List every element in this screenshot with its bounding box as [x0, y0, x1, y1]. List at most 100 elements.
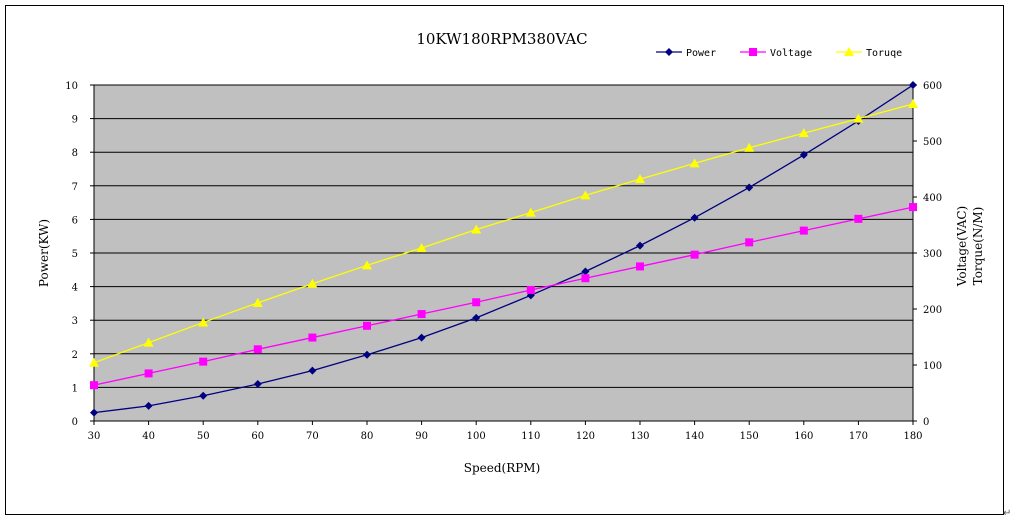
data-point-toruqe	[798, 128, 809, 138]
return-mark: ↵	[1003, 508, 1012, 519]
data-point-voltage	[581, 274, 590, 283]
data-point-voltage	[690, 250, 699, 259]
data-point-voltage	[199, 357, 208, 366]
data-point-power	[581, 267, 590, 276]
data-point-power	[636, 241, 644, 250]
data-point-power	[472, 313, 481, 322]
legend-marker-toruqe	[844, 47, 854, 56]
data-point-power	[417, 333, 426, 342]
x-tick-label: 140	[685, 431, 704, 442]
y-tick-label-left: 7	[72, 182, 78, 193]
series-line-voltage	[93, 206, 914, 386]
x-tick-label: 30	[88, 431, 101, 442]
y-tick-label-left: 5	[72, 249, 78, 260]
x-tick-label: 70	[306, 431, 319, 442]
chart-frame	[5, 5, 1004, 515]
x-tick-label: 100	[467, 431, 486, 442]
x-tick-label: 90	[415, 431, 428, 442]
data-point-power	[799, 150, 808, 159]
y-axis-label-right-voltage: Voltage(VAC)	[955, 206, 969, 287]
x-tick-label: 170	[849, 431, 868, 442]
data-point-toruqe	[143, 337, 154, 347]
data-point-voltage	[854, 214, 863, 223]
data-point-voltage	[253, 345, 262, 354]
y-tick-label-left: 1	[72, 383, 78, 394]
data-point-voltage	[417, 310, 426, 319]
y-tick-label-right: 400	[923, 193, 942, 204]
x-tick-label: 40	[142, 431, 155, 442]
data-point-toruqe	[853, 113, 864, 123]
data-point-power	[253, 380, 262, 389]
data-point-power	[363, 350, 371, 359]
data-point-toruqe	[416, 242, 427, 252]
data-point-voltage	[799, 226, 808, 235]
data-point-power	[199, 391, 208, 400]
y-tick-label-left: 9	[72, 115, 78, 126]
data-point-power	[144, 401, 153, 410]
data-point-voltage	[308, 333, 317, 342]
y-tick-label-left: 0	[72, 417, 78, 428]
data-point-toruqe	[635, 174, 645, 184]
data-point-voltage	[472, 298, 481, 307]
series-layer	[89, 81, 918, 417]
x-tick-label: 80	[361, 431, 374, 442]
x-tick-label: 160	[794, 431, 813, 442]
data-point-power	[745, 183, 754, 192]
y-tick-label-left: 3	[72, 316, 78, 327]
y-tick-label-right: 200	[923, 305, 942, 316]
data-point-toruqe	[252, 297, 263, 307]
data-point-toruqe	[689, 158, 700, 168]
y-tick-label-right: 300	[923, 249, 942, 260]
x-tick-label: 60	[251, 431, 264, 442]
y-tick-label-right: 600	[923, 81, 942, 92]
x-tick-label: 180	[903, 431, 922, 442]
data-point-toruqe	[307, 278, 318, 288]
data-point-toruqe	[525, 207, 536, 217]
data-point-voltage	[636, 262, 644, 271]
y-tick-label-left: 10	[65, 81, 78, 92]
y-tick-label-left: 2	[72, 350, 78, 361]
x-tick-label: 130	[630, 431, 649, 442]
data-point-voltage	[363, 321, 371, 330]
y-tick-label-right: 500	[923, 137, 942, 148]
data-point-voltage	[526, 285, 535, 294]
legend-label-power: Power	[686, 48, 716, 59]
data-point-voltage	[909, 203, 917, 212]
data-point-toruqe	[744, 142, 755, 152]
data-point-voltage	[144, 369, 153, 378]
data-point-power	[90, 408, 98, 417]
legend-marker-voltage	[749, 48, 757, 56]
legend-label-voltage: Voltage	[770, 48, 812, 59]
y-tick-label-left: 6	[72, 215, 78, 226]
data-point-toruqe	[362, 260, 372, 270]
series-line-power	[93, 84, 914, 414]
data-point-toruqe	[908, 99, 918, 109]
data-point-power	[308, 366, 317, 375]
data-point-voltage	[90, 381, 98, 390]
x-tick-label: 110	[521, 431, 540, 442]
data-point-toruqe	[471, 224, 482, 234]
data-point-power	[690, 213, 699, 222]
legend: Power Voltage Toruqe	[656, 47, 902, 59]
data-point-voltage	[745, 238, 754, 247]
gridlines	[94, 84, 913, 422]
data-point-toruqe	[89, 357, 99, 367]
y-axis-label-right-torque: Torque(N/M)	[971, 207, 985, 286]
x-tick-label: 50	[197, 431, 210, 442]
x-tick-label: 120	[576, 431, 595, 442]
y-tick-label-left: 8	[72, 148, 78, 159]
x-axis-label: Speed(RPM)	[464, 461, 541, 475]
data-point-power	[909, 81, 917, 89]
y-tick-label-left: 4	[72, 283, 78, 294]
y-axis-label-left: Power(KW)	[37, 219, 51, 287]
data-point-toruqe	[198, 317, 209, 327]
chart-title: 10KW180RPM380VAC	[416, 30, 587, 48]
legend-label-toruqe: Toruqe	[866, 48, 902, 59]
y-tick-label-right: 100	[923, 361, 942, 372]
data-point-toruqe	[580, 190, 591, 200]
legend-marker-power	[665, 48, 673, 56]
x-tick-label: 150	[740, 431, 759, 442]
series-line-toruqe	[93, 103, 914, 364]
y-tick-label-right: 0	[923, 417, 929, 428]
